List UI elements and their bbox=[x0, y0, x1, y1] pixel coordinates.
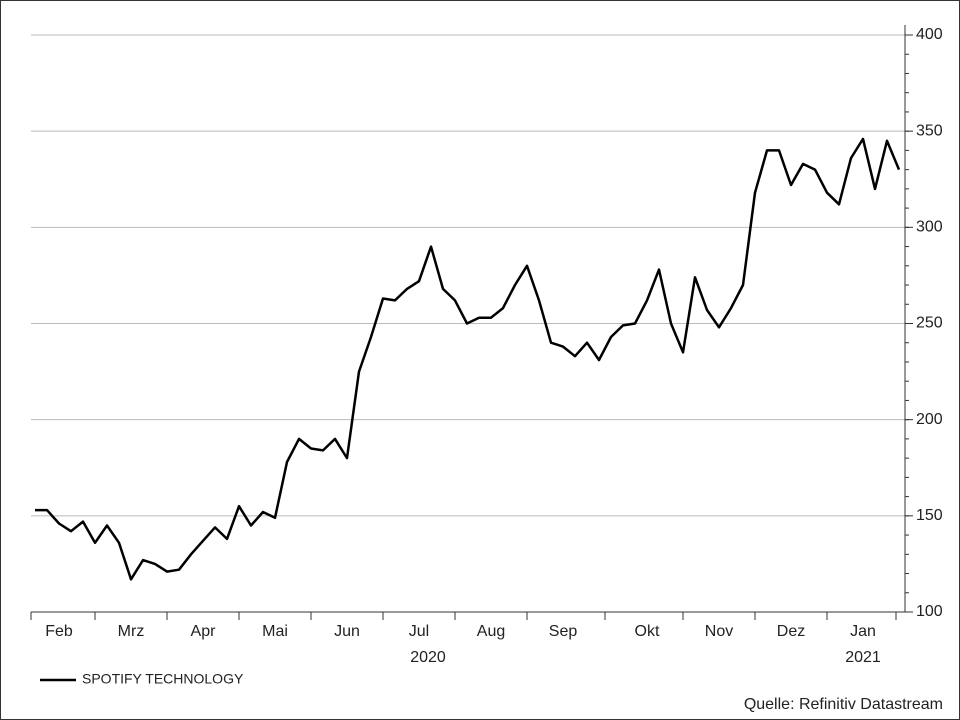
x-tick-label: Mrz bbox=[118, 623, 145, 640]
x-tick-label: Jun bbox=[334, 623, 360, 640]
x-tick-label: Dez bbox=[777, 623, 805, 640]
x-tick-label: Jul bbox=[409, 623, 429, 640]
y-tick-label: 250 bbox=[916, 315, 943, 332]
y-tick-label: 300 bbox=[916, 219, 943, 236]
y-tick-label: 350 bbox=[916, 122, 943, 139]
y-tick-label: 150 bbox=[916, 507, 943, 524]
data-line bbox=[35, 137, 901, 581]
y-tick-label: 200 bbox=[916, 411, 943, 428]
source: Quelle: Refinitiv Datastream bbox=[744, 696, 943, 713]
x-tick-label: Mai bbox=[262, 623, 288, 640]
x-tick-label: Aug bbox=[477, 623, 505, 640]
y-tick-label: 400 bbox=[916, 26, 943, 43]
x-tick-label: Jan bbox=[850, 623, 876, 640]
x-tick-label: Apr bbox=[191, 623, 217, 640]
y-tick-label: 100 bbox=[916, 603, 943, 620]
year-label: 2020 bbox=[410, 649, 446, 666]
year-label: 2021 bbox=[845, 649, 881, 666]
x-tick-label: Okt bbox=[635, 623, 660, 640]
x-tick-label: Nov bbox=[705, 623, 733, 640]
x-tick-label: Feb bbox=[45, 623, 73, 640]
x-tick-label: Sep bbox=[549, 623, 578, 640]
legend-label: SPOTIFY TECHNOLOGY bbox=[82, 671, 244, 687]
